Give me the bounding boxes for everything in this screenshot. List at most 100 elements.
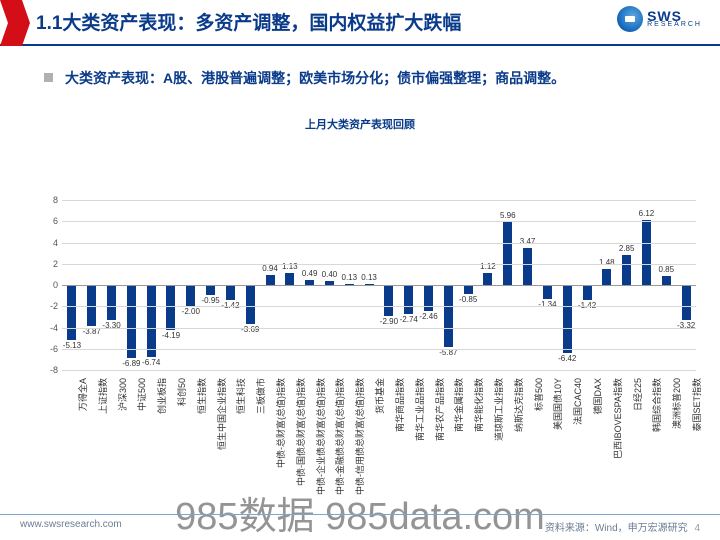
page-number: 4 xyxy=(694,523,700,534)
chart-plot-area: -5.13万得全A-3.87上证指数-3.30沪深300-6.89中证500-6… xyxy=(62,200,696,370)
bar xyxy=(444,285,453,347)
chart-title: 上月大类资产表现回顾 xyxy=(0,116,720,132)
bar xyxy=(107,285,116,320)
category-label: 美国国债10Y xyxy=(551,378,564,430)
gridline xyxy=(62,306,696,307)
bar-value-label: 0.13 xyxy=(361,273,377,282)
category-label: 中债-企业债总财富(总值)指数 xyxy=(314,378,327,495)
gridline xyxy=(62,370,696,371)
sws-logo: SWS RESEARCH xyxy=(617,6,702,32)
bar xyxy=(483,273,492,285)
bar xyxy=(127,285,136,358)
category-label: 三板做市 xyxy=(254,378,267,414)
y-tick-label: 4 xyxy=(53,238,58,248)
bar xyxy=(206,285,215,295)
gridline xyxy=(62,349,696,350)
gridline xyxy=(62,264,696,265)
bar xyxy=(285,273,294,285)
y-tick-label: 2 xyxy=(53,259,58,269)
bar xyxy=(266,275,275,285)
bar-value-label: 0.49 xyxy=(302,269,318,278)
bar-value-label: -0.85 xyxy=(459,295,477,304)
y-tick-label: 8 xyxy=(53,195,58,205)
y-tick-label: 0 xyxy=(53,280,58,290)
category-label: 中债-金融债总财富(总值)指数 xyxy=(333,378,346,495)
y-tick-label: -6 xyxy=(50,344,58,354)
gridline xyxy=(62,200,696,201)
bar-value-label: -6.89 xyxy=(122,359,140,368)
slide-title: 1.1大类资产表现：多资产调整，国内权益扩大跌幅 xyxy=(36,8,461,35)
bar-value-label: -3.30 xyxy=(102,321,120,330)
bar xyxy=(523,248,532,285)
y-tick-label: 6 xyxy=(53,216,58,226)
category-label: 中债-总财富(总值)指数 xyxy=(274,378,287,468)
category-label: 纳斯达克指数 xyxy=(512,378,525,432)
bar xyxy=(543,285,552,299)
bar xyxy=(166,285,175,330)
bar-value-label: -2.74 xyxy=(400,315,418,324)
category-label: 泰国SET指数 xyxy=(690,378,703,432)
bar-value-label: -2.90 xyxy=(380,317,398,326)
y-axis: -8-6-4-202468 xyxy=(36,200,60,370)
bar xyxy=(622,255,631,285)
bar-value-label: 2.85 xyxy=(619,244,635,253)
category-label: 创业板指 xyxy=(155,378,168,414)
category-label: 沪深300 xyxy=(116,378,129,411)
bar-value-label: -4.19 xyxy=(162,331,180,340)
bullet-square-icon xyxy=(44,73,53,82)
slide-footer: www.swsresearch.com 资料来源：Wind，申万宏源研究 4 xyxy=(0,514,720,534)
category-label: 南华商品指数 xyxy=(393,378,406,432)
bar-value-label: -2.46 xyxy=(419,312,437,321)
category-label: 德国DAX xyxy=(591,378,604,415)
bar-value-label: -6.42 xyxy=(558,354,576,363)
category-label: 南华金属指数 xyxy=(452,378,465,432)
bar-value-label: 0.13 xyxy=(341,273,357,282)
category-label: 日经225 xyxy=(631,378,644,411)
category-label: 万得全A xyxy=(76,378,89,411)
category-label: 恒生科技 xyxy=(234,378,247,414)
subtitle-text: 大类资产表现：A股、港股普遍调整；欧美市场分化；债市偏强整理；商品调整。 xyxy=(65,68,565,88)
bar xyxy=(147,285,156,357)
bar xyxy=(186,285,195,306)
bar-value-label: -6.74 xyxy=(142,358,160,367)
category-label: 中债-国债总财富(总值)指数 xyxy=(294,378,307,486)
bar-value-label: 0.85 xyxy=(658,265,674,274)
category-label: 道琼斯工业指数 xyxy=(492,378,505,441)
zero-line xyxy=(62,285,696,286)
bar xyxy=(246,285,255,324)
bar-value-label: -1.34 xyxy=(538,300,556,309)
category-label: 科创50 xyxy=(175,378,188,406)
category-label: 韩国综合指数 xyxy=(650,378,663,432)
footer-source: 资料来源：Wind，申万宏源研究 xyxy=(545,523,688,534)
logo-globe-icon xyxy=(617,6,643,32)
gridline xyxy=(62,328,696,329)
y-tick-label: -2 xyxy=(50,301,58,311)
category-label: 巴西IBOVESPA指数 xyxy=(611,378,624,459)
bar xyxy=(682,285,691,320)
gridline xyxy=(62,221,696,222)
logo-text-sub: RESEARCH xyxy=(647,22,702,28)
bar-value-label: 5.96 xyxy=(500,211,516,220)
bar-value-label: -0.95 xyxy=(201,296,219,305)
category-label: 上证指数 xyxy=(96,378,109,414)
category-label: 恒生中国企业指数 xyxy=(215,378,228,450)
y-tick-label: -8 xyxy=(50,365,58,375)
category-label: 澳洲标普200 xyxy=(670,378,683,429)
bar xyxy=(563,285,572,353)
gridline xyxy=(62,243,696,244)
category-label: 南华农产品指数 xyxy=(433,378,446,441)
bar xyxy=(384,285,393,316)
bar xyxy=(602,269,611,285)
bar-value-label: 6.12 xyxy=(639,209,655,218)
slide-header: 1.1大类资产表现：多资产调整，国内权益扩大跌幅 SWS RESEARCH xyxy=(0,0,720,46)
bar xyxy=(583,285,592,300)
bar-value-label: -3.32 xyxy=(677,321,695,330)
red-chevron-decoration xyxy=(0,0,30,46)
category-label: 中证500 xyxy=(135,378,148,411)
bar-value-label: 0.40 xyxy=(322,270,338,279)
asset-return-chart: -8-6-4-202468 -5.13万得全A-3.87上证指数-3.30沪深3… xyxy=(36,200,696,460)
bar-value-label: -2.00 xyxy=(182,307,200,316)
y-tick-label: -4 xyxy=(50,323,58,333)
category-label: 标普500 xyxy=(532,378,545,411)
category-label: 货币基金 xyxy=(373,378,386,414)
